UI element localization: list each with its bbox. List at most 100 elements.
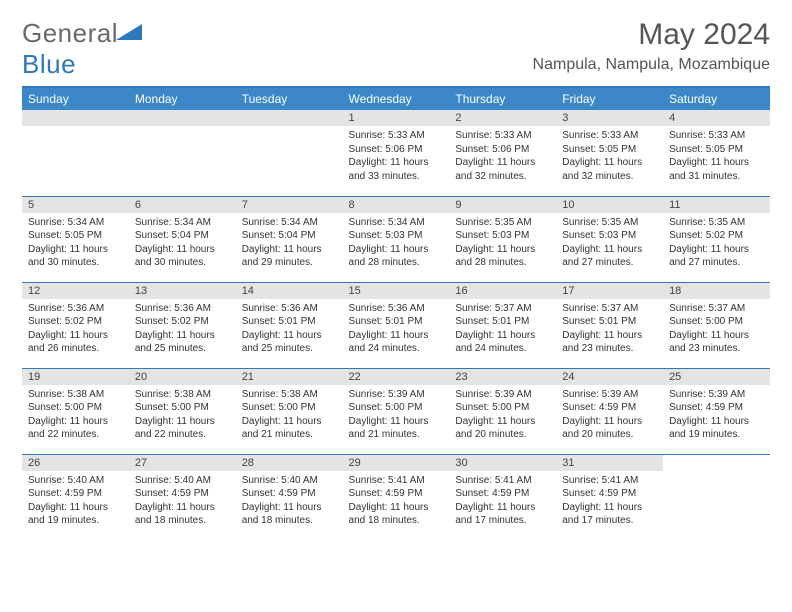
day-details: Sunrise: 5:39 AMSunset: 4:59 PMDaylight:… [663,385,770,446]
calendar-day-empty [22,110,129,196]
day-details: Sunrise: 5:34 AMSunset: 5:04 PMDaylight:… [129,213,236,274]
day-number: 11 [663,197,770,213]
logo-text-general: General [22,18,118,48]
day-details: Sunrise: 5:40 AMSunset: 4:59 PMDaylight:… [236,471,343,532]
logo-triangle-icon [116,24,142,42]
day-number: 12 [22,283,129,299]
calendar-day: 11Sunrise: 5:35 AMSunset: 5:02 PMDayligh… [663,196,770,282]
day-number: 23 [449,369,556,385]
location: Nampula, Nampula, Mozambique [533,56,770,74]
calendar-day: 22Sunrise: 5:39 AMSunset: 5:00 PMDayligh… [343,368,450,454]
day-number: 7 [236,197,343,213]
calendar-day: 29Sunrise: 5:41 AMSunset: 4:59 PMDayligh… [343,454,450,540]
calendar-day: 13Sunrise: 5:36 AMSunset: 5:02 PMDayligh… [129,282,236,368]
day-number: 10 [556,197,663,213]
calendar-day: 30Sunrise: 5:41 AMSunset: 4:59 PMDayligh… [449,454,556,540]
calendar-day-empty [663,454,770,540]
calendar-body: 1Sunrise: 5:33 AMSunset: 5:06 PMDaylight… [22,110,770,540]
day-number: 19 [22,369,129,385]
calendar: SundayMondayTuesdayWednesdayThursdayFrid… [22,86,770,540]
weekday-header: Tuesday [236,87,343,110]
day-number [129,110,236,126]
day-number: 1 [343,110,450,126]
calendar-day: 12Sunrise: 5:36 AMSunset: 5:02 PMDayligh… [22,282,129,368]
weekday-header: Saturday [663,87,770,110]
day-details: Sunrise: 5:36 AMSunset: 5:02 PMDaylight:… [22,299,129,360]
day-number: 16 [449,283,556,299]
calendar-week: 19Sunrise: 5:38 AMSunset: 5:00 PMDayligh… [22,368,770,454]
day-number: 28 [236,455,343,471]
calendar-week: 12Sunrise: 5:36 AMSunset: 5:02 PMDayligh… [22,282,770,368]
calendar-day: 24Sunrise: 5:39 AMSunset: 4:59 PMDayligh… [556,368,663,454]
weekday-header: Sunday [22,87,129,110]
day-number: 27 [129,455,236,471]
day-details: Sunrise: 5:33 AMSunset: 5:05 PMDaylight:… [663,126,770,187]
calendar-day-empty [129,110,236,196]
day-details: Sunrise: 5:36 AMSunset: 5:01 PMDaylight:… [343,299,450,360]
day-number: 2 [449,110,556,126]
day-number: 25 [663,369,770,385]
calendar-day: 27Sunrise: 5:40 AMSunset: 4:59 PMDayligh… [129,454,236,540]
calendar-day: 7Sunrise: 5:34 AMSunset: 5:04 PMDaylight… [236,196,343,282]
day-number: 17 [556,283,663,299]
calendar-head: SundayMondayTuesdayWednesdayThursdayFrid… [22,87,770,110]
calendar-week: 26Sunrise: 5:40 AMSunset: 4:59 PMDayligh… [22,454,770,540]
day-details: Sunrise: 5:33 AMSunset: 5:06 PMDaylight:… [343,126,450,187]
month-title: May 2024 [533,18,770,52]
title-block: May 2024 Nampula, Nampula, Mozambique [533,18,770,74]
calendar-day: 16Sunrise: 5:37 AMSunset: 5:01 PMDayligh… [449,282,556,368]
day-details: Sunrise: 5:38 AMSunset: 5:00 PMDaylight:… [236,385,343,446]
day-number: 4 [663,110,770,126]
calendar-week: 5Sunrise: 5:34 AMSunset: 5:05 PMDaylight… [22,196,770,282]
day-details: Sunrise: 5:33 AMSunset: 5:06 PMDaylight:… [449,126,556,187]
calendar-day: 3Sunrise: 5:33 AMSunset: 5:05 PMDaylight… [556,110,663,196]
day-number: 30 [449,455,556,471]
day-details: Sunrise: 5:39 AMSunset: 5:00 PMDaylight:… [449,385,556,446]
day-details: Sunrise: 5:38 AMSunset: 5:00 PMDaylight:… [22,385,129,446]
day-details: Sunrise: 5:34 AMSunset: 5:04 PMDaylight:… [236,213,343,274]
day-number: 24 [556,369,663,385]
day-details: Sunrise: 5:35 AMSunset: 5:02 PMDaylight:… [663,213,770,274]
day-number: 5 [22,197,129,213]
day-details: Sunrise: 5:37 AMSunset: 5:00 PMDaylight:… [663,299,770,360]
calendar-day: 1Sunrise: 5:33 AMSunset: 5:06 PMDaylight… [343,110,450,196]
day-number: 29 [343,455,450,471]
calendar-day: 10Sunrise: 5:35 AMSunset: 5:03 PMDayligh… [556,196,663,282]
weekday-header: Monday [129,87,236,110]
calendar-day: 9Sunrise: 5:35 AMSunset: 5:03 PMDaylight… [449,196,556,282]
day-details: Sunrise: 5:40 AMSunset: 4:59 PMDaylight:… [22,471,129,532]
day-number: 13 [129,283,236,299]
day-details: Sunrise: 5:34 AMSunset: 5:03 PMDaylight:… [343,213,450,274]
day-details: Sunrise: 5:33 AMSunset: 5:05 PMDaylight:… [556,126,663,187]
calendar-day: 19Sunrise: 5:38 AMSunset: 5:00 PMDayligh… [22,368,129,454]
calendar-day: 6Sunrise: 5:34 AMSunset: 5:04 PMDaylight… [129,196,236,282]
day-details: Sunrise: 5:41 AMSunset: 4:59 PMDaylight:… [556,471,663,532]
calendar-day: 5Sunrise: 5:34 AMSunset: 5:05 PMDaylight… [22,196,129,282]
calendar-day-empty [236,110,343,196]
day-details: Sunrise: 5:41 AMSunset: 4:59 PMDaylight:… [449,471,556,532]
day-number: 6 [129,197,236,213]
weekday-header: Thursday [449,87,556,110]
calendar-day: 21Sunrise: 5:38 AMSunset: 5:00 PMDayligh… [236,368,343,454]
weekday-header: Wednesday [343,87,450,110]
day-number: 26 [22,455,129,471]
day-details: Sunrise: 5:34 AMSunset: 5:05 PMDaylight:… [22,213,129,274]
day-number [22,110,129,126]
day-number: 20 [129,369,236,385]
day-details: Sunrise: 5:40 AMSunset: 4:59 PMDaylight:… [129,471,236,532]
calendar-day: 18Sunrise: 5:37 AMSunset: 5:00 PMDayligh… [663,282,770,368]
calendar-day: 28Sunrise: 5:40 AMSunset: 4:59 PMDayligh… [236,454,343,540]
calendar-day: 26Sunrise: 5:40 AMSunset: 4:59 PMDayligh… [22,454,129,540]
day-details: Sunrise: 5:39 AMSunset: 5:00 PMDaylight:… [343,385,450,446]
day-number: 18 [663,283,770,299]
logo: General Blue [22,18,142,80]
calendar-day: 25Sunrise: 5:39 AMSunset: 4:59 PMDayligh… [663,368,770,454]
weekday-header: Friday [556,87,663,110]
calendar-day: 15Sunrise: 5:36 AMSunset: 5:01 PMDayligh… [343,282,450,368]
calendar-day: 14Sunrise: 5:36 AMSunset: 5:01 PMDayligh… [236,282,343,368]
day-number: 21 [236,369,343,385]
day-number: 8 [343,197,450,213]
day-details: Sunrise: 5:38 AMSunset: 5:00 PMDaylight:… [129,385,236,446]
day-number: 31 [556,455,663,471]
day-details: Sunrise: 5:41 AMSunset: 4:59 PMDaylight:… [343,471,450,532]
